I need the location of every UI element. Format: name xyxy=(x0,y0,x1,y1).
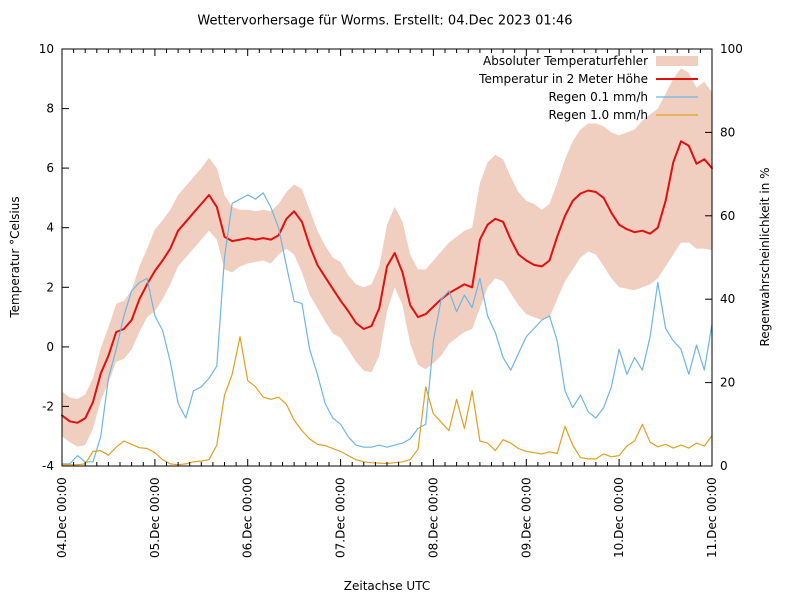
series-line-2 xyxy=(61,336,713,466)
y-left-tick-label: 2 xyxy=(46,280,54,294)
x-axis-label-time: Zeitachse UTC xyxy=(343,579,431,593)
chart-title: Wettervorhersage für Worms. Erstellt: 04… xyxy=(197,13,573,29)
y-left-tick-label: 0 xyxy=(46,340,54,354)
y-right-tick-label: 100 xyxy=(720,42,743,56)
y-right-tick-label: 40 xyxy=(720,292,735,306)
y-axis-label-rain-probability: Regenwahrscheinlichkeit in % xyxy=(758,167,772,347)
x-tick-label: 04.Dec 00:00 xyxy=(55,477,69,558)
x-tick-label: 09.Dec 00:00 xyxy=(519,477,533,558)
y-right-tick-label: 80 xyxy=(720,125,735,139)
series-line-0 xyxy=(61,140,713,424)
legend-label: Absoluter Temperaturfehler xyxy=(483,54,648,68)
x-tick-label: 06.Dec 00:00 xyxy=(241,477,255,558)
y-axis-label-temperature: Temperatur °Celsius xyxy=(8,196,22,318)
axis-ticks xyxy=(61,48,713,467)
legend: Absoluter Temperaturfehler Temperatur in … xyxy=(478,54,698,122)
y-left-tick-label: 10 xyxy=(39,42,54,56)
y-right-tick-label: 20 xyxy=(720,376,735,390)
x-tick-label: 10.Dec 00:00 xyxy=(612,477,626,558)
y-left-tick-label: -4 xyxy=(42,459,54,473)
legend-label: Regen 0.1 mm/h xyxy=(548,90,648,104)
series-line-1 xyxy=(61,192,713,465)
y-right-tick-label: 0 xyxy=(720,459,728,473)
legend-item: Temperatur in 2 Meter Höhe xyxy=(478,72,698,86)
temperature-error-band xyxy=(62,68,712,447)
x-tick-label: 11.Dec 00:00 xyxy=(705,477,719,558)
legend-item: Regen 0.1 mm/h xyxy=(548,90,698,104)
y-left-tick-label: 4 xyxy=(46,221,54,235)
legend-item: Absoluter Temperaturfehler xyxy=(483,54,698,68)
legend-band-swatch xyxy=(656,56,698,66)
x-tick-label: 07.Dec 00:00 xyxy=(334,477,348,558)
y-left-tick-label: 8 xyxy=(46,102,54,116)
x-tick-label: 05.Dec 00:00 xyxy=(148,477,162,558)
y-right-tick-label: 60 xyxy=(720,209,735,223)
legend-label: Regen 1.0 mm/h xyxy=(548,108,648,122)
legend-label: Temperatur in 2 Meter Höhe xyxy=(478,72,648,86)
y-left-tick-label: -2 xyxy=(42,399,54,413)
x-tick-label: 08.Dec 00:00 xyxy=(426,477,440,558)
legend-item: Regen 1.0 mm/h xyxy=(548,108,698,122)
y-left-tick-label: 6 xyxy=(46,161,54,175)
